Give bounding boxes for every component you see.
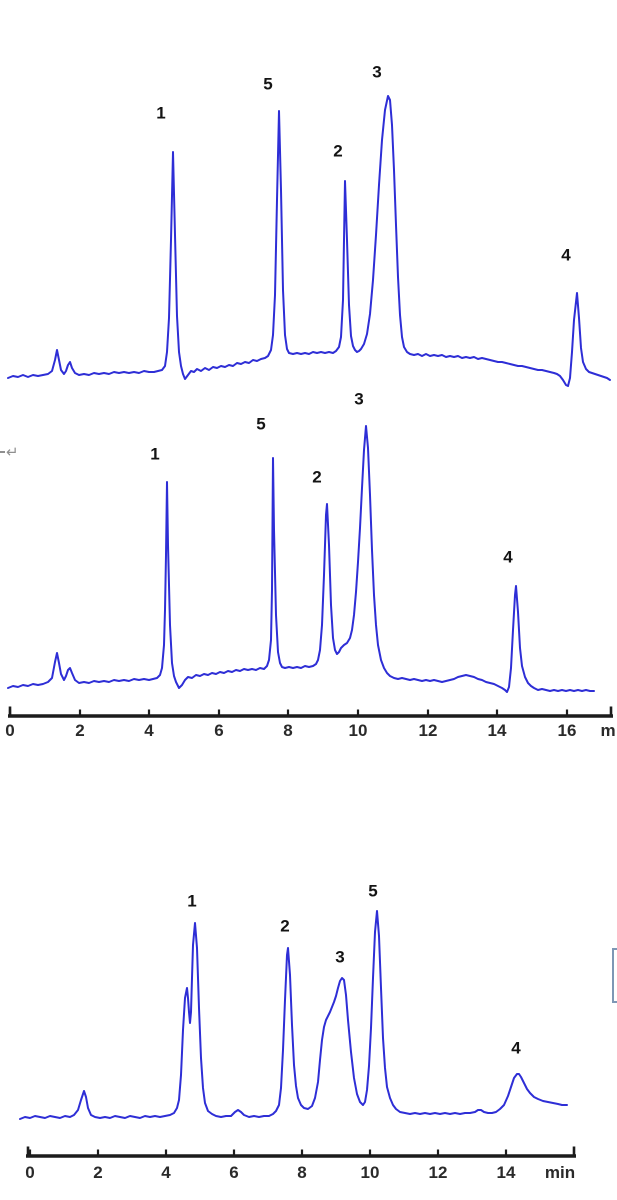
axis-middle-tick-label: 14 (487, 721, 507, 740)
trace-bottom (19, 910, 568, 1120)
return-mark-dash (0, 451, 5, 453)
peak-label-middle-4: 4 (503, 547, 513, 567)
peak-label-middle-5: 5 (256, 414, 266, 434)
axis-middle-tick-label: 4 (144, 721, 154, 740)
peak-label-middle-3: 3 (354, 389, 364, 409)
peak-label-top-2: 2 (333, 141, 343, 161)
peak-label-bottom-2: 2 (280, 916, 290, 936)
axis-middle-tick-label: 2 (75, 721, 85, 740)
axis-bottom-unit-label: min (544, 1163, 576, 1182)
axis-bottom-tick-label: 8 (297, 1163, 307, 1182)
paragraph-return-mark: ↵ (0, 443, 19, 461)
peak-label-bottom-1: 1 (187, 891, 197, 911)
trace-top (7, 95, 611, 387)
axis-bottom-tick-label: 0 (25, 1163, 35, 1182)
axis-middle-tick-label: 0 (5, 721, 15, 740)
peak-label-bottom-3: 3 (335, 947, 345, 967)
peak-label-bottom-5: 5 (368, 881, 378, 901)
axis-bottom-tick-label: 12 (428, 1163, 448, 1182)
peak-label-middle-1: 1 (150, 444, 160, 464)
axis-middle-tick-label: 6 (214, 721, 224, 740)
return-mark-glyph: ↵ (6, 443, 19, 461)
axis-bottom-tick-label: 6 (229, 1163, 239, 1182)
axis-bottom-tick-label: 10 (360, 1163, 380, 1182)
axis-bottom-tick-label: 2 (93, 1163, 103, 1182)
axis-middle-tick-label: 10 (348, 721, 368, 740)
peak-label-top-1: 1 (156, 103, 166, 123)
axis-bottom-tick-label: 14 (496, 1163, 516, 1182)
trace-middle (7, 425, 595, 693)
peak-label-top-5: 5 (263, 74, 273, 94)
axis-middle-tick-label: 8 (283, 721, 293, 740)
axis-middle-tick-label: 12 (418, 721, 438, 740)
peak-label-middle-2: 2 (312, 467, 322, 487)
axis-middle-unit-label: m (600, 721, 616, 740)
peak-label-top-3: 3 (372, 62, 382, 82)
axis-middle-tick-label: 16 (557, 721, 577, 740)
selection-bracket (612, 948, 617, 1003)
peak-label-top-4: 4 (561, 245, 571, 265)
axis-bottom-tick-label: 4 (161, 1163, 171, 1182)
peak-label-bottom-4: 4 (511, 1038, 521, 1058)
